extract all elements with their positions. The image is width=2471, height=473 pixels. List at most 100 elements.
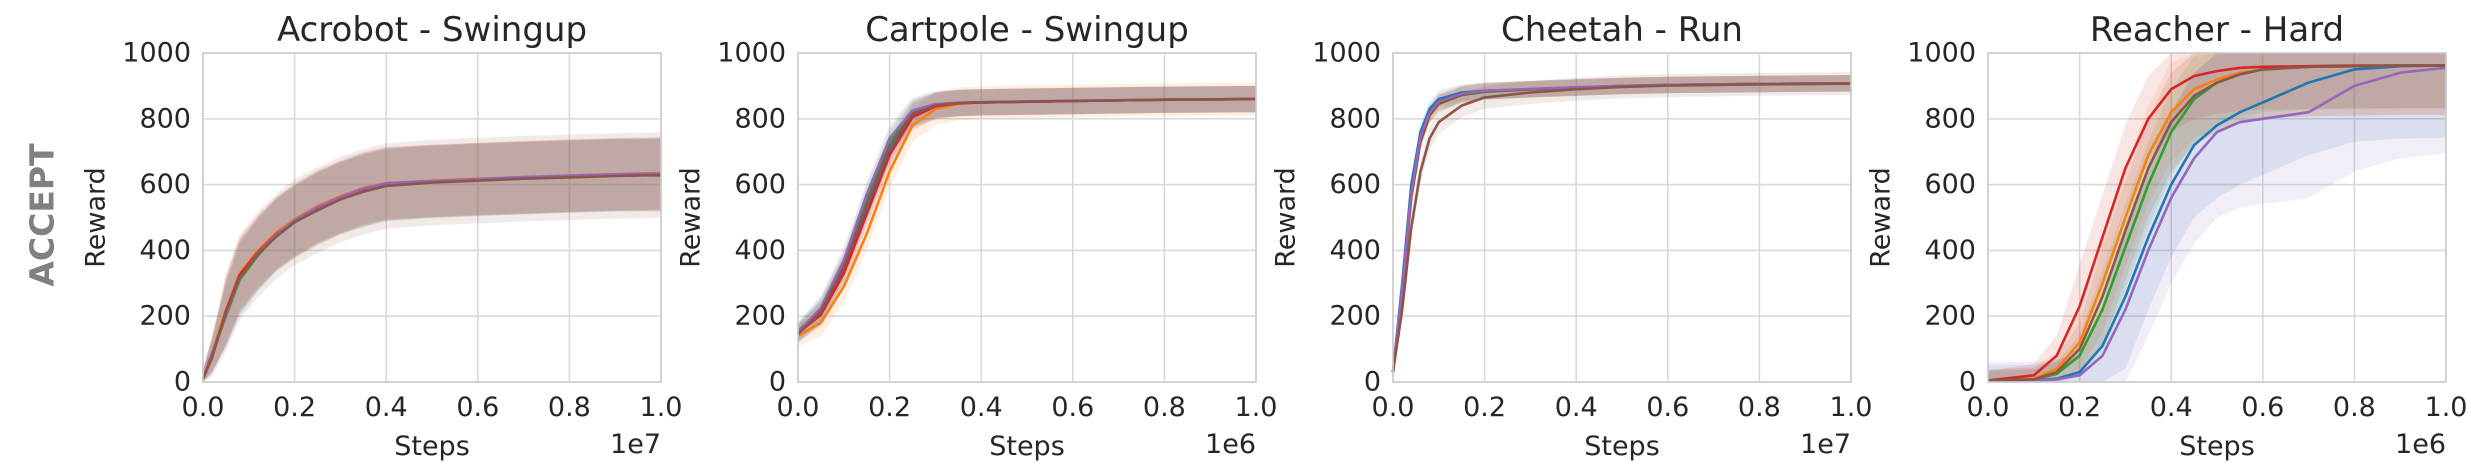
y-tick-label: 800 — [139, 103, 191, 134]
x-tick-label: 0.4 — [2150, 392, 2193, 423]
y-tick-label: 400 — [1329, 235, 1381, 266]
x-tick-label: 1.0 — [2425, 392, 2468, 423]
plot-frame — [1987, 52, 2447, 383]
x-axis-label: Steps — [2179, 431, 2255, 462]
series-line — [797, 97, 1257, 336]
x-tick-label: 0.0 — [182, 392, 225, 423]
x-tick-label: 0.8 — [548, 392, 591, 423]
y-tick-label: 600 — [139, 169, 191, 200]
chart-panel: 0.0 0.2 0.4 0.6 0.8 1.0 0 200 400 600 800 1000 Acrob… — [81, 10, 683, 462]
series-band — [203, 138, 661, 382]
series-band — [1393, 75, 1851, 375]
x-offset-label: 1e7 — [1800, 429, 1851, 460]
series-band — [1393, 75, 1851, 375]
row-label-text: ACCEPT — [23, 143, 62, 287]
chart-panel: 0.0 0.2 0.4 0.6 0.8 1.0 0 200 400 600 800 1000 Reach… — [1866, 10, 2468, 462]
chart-title: Cheetah - Run — [1501, 10, 1743, 50]
plot-frame — [797, 52, 1257, 383]
x-axis-label: Steps — [394, 431, 470, 462]
series-line — [1391, 82, 1852, 373]
y-tick-label: 200 — [1329, 301, 1381, 332]
series-band — [798, 85, 1256, 342]
x-tick-label: 0.2 — [1463, 392, 1506, 423]
y-axis-label: Reward — [81, 167, 112, 268]
series-band — [203, 136, 661, 382]
row-label: ACCEPT — [23, 143, 62, 287]
x-tick-label: 0.8 — [1738, 392, 1781, 423]
series-band — [1988, 53, 2446, 382]
chart-title: Acrobot - Swingup — [277, 10, 587, 50]
y-tick-label: 1000 — [122, 38, 191, 69]
y-tick-label: 800 — [1329, 103, 1381, 134]
chart-panel: 0.0 0.2 0.4 0.6 0.8 1.0 0 200 400 600 800 1000 Cheet… — [1271, 10, 1873, 462]
x-tick-label: 0.6 — [1646, 392, 1689, 423]
series-band — [1393, 75, 1851, 375]
series-band — [203, 132, 661, 382]
x-axis-label: Steps — [989, 431, 1065, 462]
series-line — [1987, 64, 2446, 382]
x-tick-label: 1.0 — [1830, 392, 1873, 423]
series-band — [1393, 75, 1851, 375]
series-line — [1391, 82, 1852, 373]
series-band — [203, 137, 661, 382]
x-tick-label: 0.2 — [2058, 392, 2101, 423]
chart-panel: 0.0 0.2 0.4 0.6 0.8 1.0 0 200 400 600 800 1000 Cartp… — [676, 10, 1278, 462]
series-line — [1391, 82, 1852, 373]
x-tick-label: 0.8 — [2333, 392, 2376, 423]
y-tick-label: 200 — [139, 301, 191, 332]
y-tick-label: 200 — [1924, 301, 1976, 332]
plot-frame — [1392, 52, 1852, 383]
x-tick-label: 0.4 — [1555, 392, 1598, 423]
y-tick-label: 400 — [734, 235, 786, 266]
series-band — [798, 85, 1256, 344]
chart-title: Reacher - Hard — [2090, 10, 2344, 50]
series-line — [1988, 64, 2447, 382]
y-tick-label: 600 — [734, 169, 786, 200]
series-band — [203, 138, 661, 382]
series-line — [1391, 82, 1852, 373]
series-band — [798, 85, 1256, 341]
y-axis-label: Reward — [1271, 167, 1302, 268]
x-tick-label: 0.6 — [456, 392, 499, 423]
x-tick-label: 0.0 — [1967, 392, 2010, 423]
y-tick-label: 600 — [1924, 169, 1976, 200]
x-tick-label: 0.0 — [777, 392, 820, 423]
y-tick-label: 0 — [1364, 367, 1381, 398]
y-tick-label: 800 — [1924, 103, 1976, 134]
y-tick-label: 400 — [139, 235, 191, 266]
x-tick-label: 1.0 — [640, 392, 683, 423]
chart-title: Cartpole - Swingup — [865, 10, 1189, 50]
series-band — [798, 85, 1256, 342]
series-line — [201, 173, 662, 380]
series-band — [798, 82, 1256, 347]
x-offset-label: 1e7 — [610, 429, 661, 460]
x-tick-label: 0.6 — [1051, 392, 1094, 423]
y-tick-label: 1000 — [717, 38, 786, 69]
y-tick-label: 0 — [769, 367, 786, 398]
x-tick-label: 0.6 — [2241, 392, 2284, 423]
x-tick-label: 0.4 — [365, 392, 408, 423]
series-line — [1391, 82, 1852, 373]
series-band — [203, 137, 661, 382]
y-tick-label: 800 — [734, 103, 786, 134]
x-tick-label: 0.2 — [868, 392, 911, 423]
x-tick-label: 0.4 — [960, 392, 1003, 423]
plot-frame — [202, 52, 662, 383]
y-tick-label: 400 — [1924, 235, 1976, 266]
series-band — [1988, 53, 2446, 382]
series-band — [798, 85, 1256, 343]
x-tick-label: 0.2 — [273, 392, 316, 423]
x-axis-label: Steps — [1584, 431, 1660, 462]
x-offset-label: 1e6 — [1205, 429, 1256, 460]
x-tick-label: 0.8 — [1143, 392, 1186, 423]
y-axis-label: Reward — [676, 167, 707, 268]
series-band — [1393, 75, 1851, 375]
y-tick-label: 1000 — [1907, 38, 1976, 69]
y-axis-label: Reward — [1866, 167, 1897, 268]
y-tick-label: 0 — [1959, 367, 1976, 398]
series-band — [1988, 53, 2446, 382]
series-line — [1391, 82, 1852, 373]
y-tick-label: 0 — [174, 367, 191, 398]
